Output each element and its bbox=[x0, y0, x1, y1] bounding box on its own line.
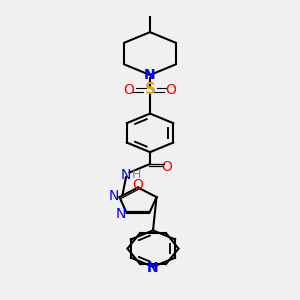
Text: N: N bbox=[109, 189, 119, 203]
Text: O: O bbox=[133, 178, 143, 192]
Text: N: N bbox=[121, 168, 131, 182]
Text: N: N bbox=[147, 261, 159, 275]
Text: N: N bbox=[116, 207, 126, 221]
Text: S: S bbox=[145, 82, 155, 98]
Text: H: H bbox=[132, 168, 141, 181]
Text: O: O bbox=[124, 83, 134, 97]
Text: N: N bbox=[144, 68, 156, 82]
Text: O: O bbox=[161, 160, 172, 174]
Text: O: O bbox=[166, 83, 176, 97]
